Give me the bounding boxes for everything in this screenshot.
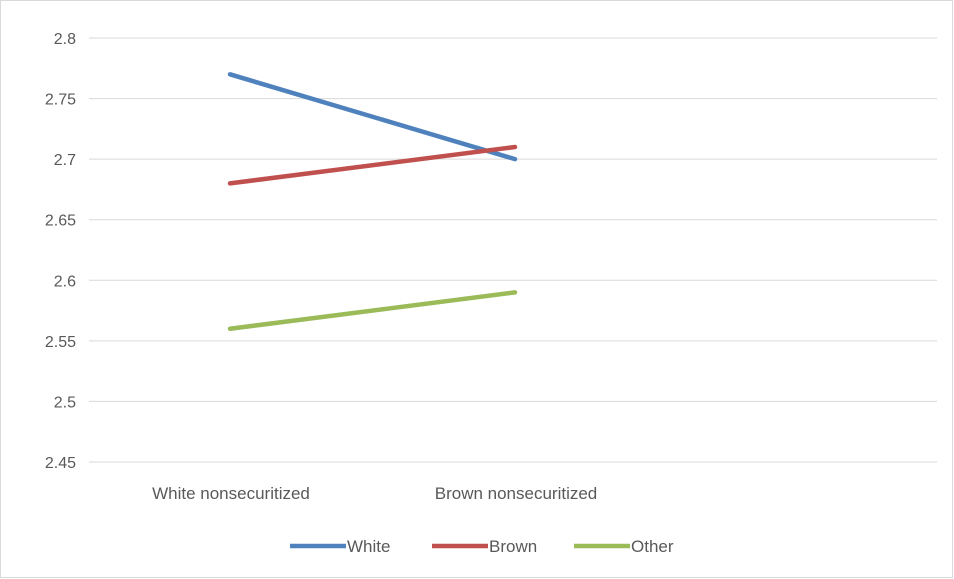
y-axis-tick-labels: 2.45 2.5 2.55 2.6 2.65 2.7 2.75 2.8	[45, 31, 76, 472]
legend: White Brown Other	[290, 537, 674, 556]
x-axis-category-labels: White nonsecuritized Brown nonsecuritized	[152, 484, 597, 503]
legend-label-brown: Brown	[489, 537, 537, 556]
y-tick-label: 2.5	[54, 394, 76, 411]
gridlines	[89, 37, 937, 463]
legend-label-white: White	[347, 537, 390, 556]
y-tick-label: 2.75	[45, 92, 76, 109]
x-category-label: Brown nonsecuritized	[435, 484, 598, 503]
series-lines	[227, 72, 518, 331]
y-tick-label: 2.65	[45, 213, 76, 230]
y-tick-label: 2.8	[54, 31, 76, 48]
series-line-brown	[227, 144, 518, 186]
y-tick-label: 2.55	[45, 334, 76, 351]
x-category-label: White nonsecuritized	[152, 484, 310, 503]
y-tick-label: 2.6	[54, 273, 76, 290]
series-line-other	[227, 290, 518, 331]
y-tick-label: 2.7	[54, 152, 76, 169]
y-tick-label: 2.45	[45, 455, 76, 472]
legend-label-other: Other	[631, 537, 674, 556]
series-line-white	[227, 72, 518, 162]
